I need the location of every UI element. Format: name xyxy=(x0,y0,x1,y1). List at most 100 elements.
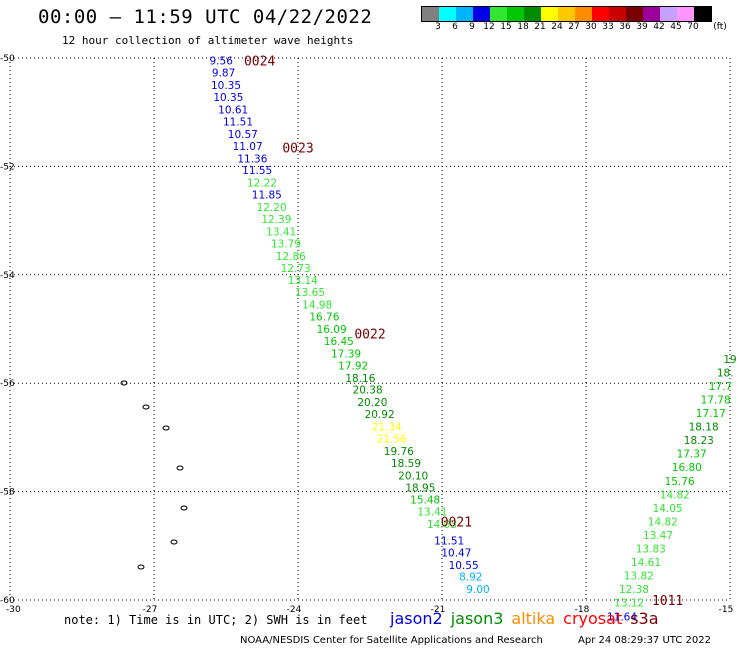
legend-label: 30 xyxy=(585,22,597,32)
swh-value: 17.17 xyxy=(696,408,726,420)
swh-value: 14.03 xyxy=(427,519,457,531)
swh-value: 15.76 xyxy=(665,476,695,488)
pass-time-label: 0021 xyxy=(441,515,472,530)
legend-swatch xyxy=(660,7,677,21)
legend-label: 15 xyxy=(500,22,512,32)
legend-swatch xyxy=(609,7,626,21)
credit-text: NOAA/NESDIS Center for Satellite Applica… xyxy=(240,635,543,646)
swh-value: 10.35 xyxy=(211,80,241,92)
swh-value: 20.20 xyxy=(357,397,387,409)
legend-label: 12 xyxy=(483,22,495,32)
swh-value: 10.55 xyxy=(449,560,479,572)
swh-value: 12.22 xyxy=(247,178,277,190)
island-outline xyxy=(142,404,150,410)
island-outline xyxy=(176,465,184,471)
swh-value: 14.98 xyxy=(302,300,332,312)
lat-tick-label: -60 xyxy=(0,596,15,606)
swh-value: 16.09 xyxy=(317,324,347,336)
color-legend xyxy=(421,6,712,22)
swh-value: 10.61 xyxy=(218,104,248,116)
legend-swatch xyxy=(490,7,507,21)
swh-value: 18.18 xyxy=(689,422,719,434)
lon-tick-label: -30 xyxy=(6,605,21,615)
lon-tick-label: -18 xyxy=(575,605,590,615)
swh-value: 18.59 xyxy=(391,458,421,470)
map-title: 00:00 – 11:59 UTC 04/22/2022 xyxy=(38,6,373,28)
swh-value: 13.79 xyxy=(271,238,301,250)
legend-unit: (ft) xyxy=(713,22,727,32)
generated-time: Apr 24 08:29:37 UTC 2022 xyxy=(578,635,711,646)
swh-value: 17.37 xyxy=(677,449,707,461)
island-outline xyxy=(180,505,188,511)
legend-label: 36 xyxy=(619,22,631,32)
legend-swatch xyxy=(473,7,490,21)
swh-value: 15.48 xyxy=(410,495,440,507)
swh-value: 9.00 xyxy=(466,584,489,596)
satellite-altika: altika xyxy=(511,609,556,628)
island-outline xyxy=(170,539,178,545)
lat-tick-label: -56 xyxy=(0,379,15,389)
legend-swatch xyxy=(592,7,609,21)
legend-swatch xyxy=(677,7,694,21)
swh-value: 13.14 xyxy=(288,275,318,287)
legend-label: 3 xyxy=(435,22,441,32)
legend-swatch xyxy=(456,7,473,21)
lat-tick-label: -52 xyxy=(0,162,15,172)
lon-tick-label: -15 xyxy=(719,605,734,615)
legend-label: 27 xyxy=(568,22,580,32)
lat-tick-label: -58 xyxy=(0,488,15,498)
swh-value: 13.47 xyxy=(643,530,673,542)
satellite-cryosat: cryosat xyxy=(563,609,623,628)
legend-label: 39 xyxy=(636,22,648,32)
swh-value: 14.82 xyxy=(660,489,690,501)
swh-value: 16.76 xyxy=(309,312,339,324)
swh-value: 12.86 xyxy=(276,251,306,263)
legend-swatch xyxy=(575,7,592,21)
satellite-s3a: s3a xyxy=(630,609,659,628)
swh-value: 12.73 xyxy=(281,263,311,275)
legend-swatch xyxy=(507,7,524,21)
swh-value: 21.34 xyxy=(372,422,402,434)
swh-value: 10.57 xyxy=(228,129,258,141)
map-subtitle: 12 hour collection of altimeter wave hei… xyxy=(62,34,354,47)
swh-value: 14.05 xyxy=(653,503,683,515)
swh-value: 11.51 xyxy=(434,535,464,547)
swh-value: 10.35 xyxy=(213,92,243,104)
lon-tick-label: -27 xyxy=(143,605,158,615)
swh-value: 16.45 xyxy=(324,336,354,348)
pass-time-label: 0024 xyxy=(244,55,275,70)
island-outline xyxy=(162,425,170,431)
swh-value: 20.92 xyxy=(365,409,395,421)
legend-swatch xyxy=(439,7,456,21)
legend-label: 18 xyxy=(517,22,529,32)
swh-value: 9.56 xyxy=(210,56,234,68)
swh-value: 17.7 xyxy=(709,381,732,393)
swh-value: 17.78 xyxy=(701,394,731,406)
island-outline xyxy=(137,564,145,570)
pass-time-label: 0022 xyxy=(354,327,385,342)
swh-value: 11.36 xyxy=(237,153,267,165)
lat-tick-label: -50 xyxy=(0,54,15,64)
swh-value: 20.38 xyxy=(353,385,383,397)
swh-value: 11.55 xyxy=(242,165,272,177)
swh-value: 13.82 xyxy=(624,571,654,583)
legend-swatch xyxy=(626,7,643,21)
swh-value: 8.92 xyxy=(459,572,482,584)
swh-value: 17.92 xyxy=(338,360,368,372)
swh-value: 17.39 xyxy=(331,348,361,360)
satellite-jason3: jason3 xyxy=(450,609,504,628)
swh-value: 9.87 xyxy=(212,68,235,80)
lat-tick-label: -54 xyxy=(0,271,15,281)
swh-value: 19.76 xyxy=(384,446,414,458)
swh-value: 10.47 xyxy=(441,547,471,559)
swh-value: 21.56 xyxy=(377,433,407,445)
satellite-jason2: jason2 xyxy=(390,609,443,628)
legend-label: 42 xyxy=(653,22,665,32)
swh-value: 14.61 xyxy=(631,557,661,569)
island-outline xyxy=(120,380,128,386)
swh-value: 18.23 xyxy=(684,435,714,447)
swh-value: 11.07 xyxy=(233,141,263,153)
swh-value: 13.65 xyxy=(295,287,325,299)
legend-swatch xyxy=(422,7,439,21)
